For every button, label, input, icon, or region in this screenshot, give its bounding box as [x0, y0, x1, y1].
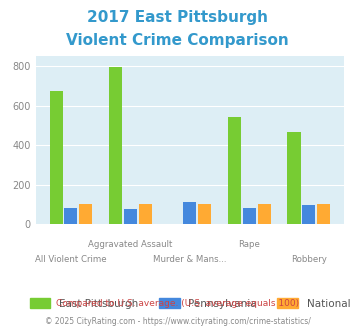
Bar [139, 204, 152, 224]
Text: Aggravated Assault: Aggravated Assault [88, 240, 173, 248]
Text: Robbery: Robbery [291, 255, 327, 264]
Text: Compared to U.S. average. (U.S. average equals 100): Compared to U.S. average. (U.S. average … [56, 299, 299, 308]
Bar [79, 204, 92, 224]
Bar [50, 91, 62, 224]
Bar [124, 209, 137, 224]
Text: Violent Crime Comparison: Violent Crime Comparison [66, 33, 289, 48]
Bar [64, 208, 77, 224]
Bar [228, 117, 241, 224]
Text: 2017 East Pittsburgh: 2017 East Pittsburgh [87, 10, 268, 25]
Text: Rape: Rape [239, 240, 260, 248]
Text: All Violent Crime: All Violent Crime [35, 255, 107, 264]
Bar [288, 132, 301, 224]
Bar [243, 208, 256, 224]
Bar [317, 204, 330, 224]
Bar [109, 67, 122, 224]
Bar [198, 204, 211, 224]
Legend: East Pittsburgh, Pennsylvania, National: East Pittsburgh, Pennsylvania, National [26, 294, 354, 313]
Bar [258, 204, 271, 224]
Bar [302, 205, 316, 224]
Bar [184, 202, 196, 224]
Text: Murder & Mans...: Murder & Mans... [153, 255, 227, 264]
Text: © 2025 CityRating.com - https://www.cityrating.com/crime-statistics/: © 2025 CityRating.com - https://www.city… [45, 317, 310, 326]
